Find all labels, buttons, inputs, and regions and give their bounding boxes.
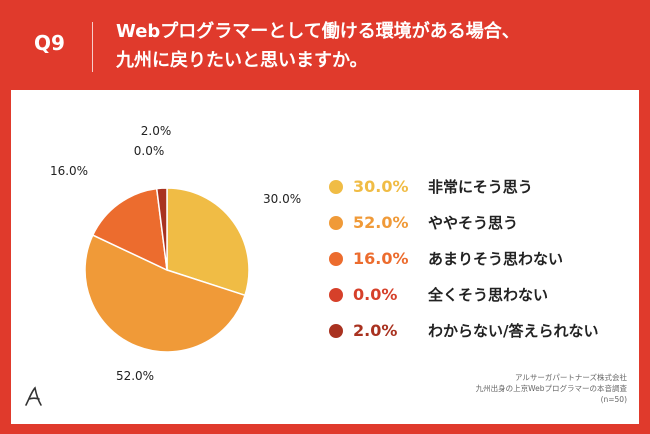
legend-item: 52.0% ややそう思う bbox=[329, 214, 629, 232]
legend-item: 0.0% 全くそう思わない bbox=[329, 286, 629, 304]
legend-swatch bbox=[329, 216, 343, 230]
legend-item: 2.0% わからない/答えられない bbox=[329, 322, 629, 340]
legend-percent: 2.0% bbox=[353, 321, 398, 340]
pie-slice bbox=[91, 187, 168, 272]
source-survey: 九州出身の上京Webプログラマーの本音調査 bbox=[475, 384, 627, 393]
legend-label: あまりそう思わない bbox=[428, 250, 564, 268]
legend-swatch bbox=[329, 180, 343, 194]
legend-swatch bbox=[329, 288, 343, 302]
company-logo bbox=[25, 386, 42, 406]
question-title-line-2: 九州に戻りたいと思いますか。 bbox=[116, 50, 368, 71]
legend-percent: 30.0% bbox=[353, 177, 409, 196]
legend-label: ややそう思う bbox=[428, 214, 519, 232]
legend-label: 非常にそう思う bbox=[428, 178, 533, 196]
question-number: Q9 bbox=[34, 31, 65, 55]
chart-panel: 30.0% 52.0% 16.0% 0.0% 2.0% 30.0% 非常にそう思う 52.0… bbox=[11, 90, 639, 424]
legend-item: 30.0% 非常にそう思う bbox=[329, 178, 629, 196]
source-sample-size: (n=50) bbox=[600, 395, 627, 404]
legend-percent: 16.0% bbox=[353, 249, 409, 268]
legend-percent: 52.0% bbox=[353, 213, 409, 232]
pie-slice-label: 16.0% bbox=[50, 164, 88, 178]
question-title: Webプログラマーとして働ける環境がある場合、 九州に戻りたいと思いますか。 bbox=[116, 17, 636, 75]
pie-slice-label: 2.0% bbox=[141, 124, 172, 138]
pie-chart: 30.0% 52.0% 16.0% 0.0% 2.0% bbox=[50, 124, 301, 383]
header-divider bbox=[92, 22, 93, 72]
pie-slice bbox=[84, 234, 246, 353]
legend-label: 全くそう思わない bbox=[428, 286, 549, 304]
question-header: Q9 Webプログラマーとして働ける環境がある場合、 九州に戻りたいと思いますか… bbox=[0, 0, 650, 90]
legend-percent: 0.0% bbox=[353, 285, 398, 304]
pie-slice-label: 52.0% bbox=[116, 369, 154, 383]
source-note: アルサーガパートナーズ株式会社 九州出身の上京Webプログラマーの本音調査 (n… bbox=[476, 372, 627, 405]
legend-label: わからない/答えられない bbox=[428, 322, 599, 340]
legend-item: 16.0% あまりそう思わない bbox=[329, 250, 629, 268]
chart-legend: 30.0% 非常にそう思う 52.0% ややそう思う 16.0% あまりそう思わない 0.0… bbox=[329, 178, 629, 358]
pie-slice bbox=[166, 187, 250, 297]
source-company: アルサーガパートナーズ株式会社 bbox=[514, 373, 627, 382]
legend-swatch bbox=[329, 252, 343, 266]
pie-slice bbox=[155, 187, 168, 271]
question-title-line-1: Webプログラマーとして働ける環境がある場合、 bbox=[116, 21, 520, 42]
pie-slice-label: 0.0% bbox=[134, 144, 165, 158]
pie-slice-label: 30.0% bbox=[263, 192, 301, 206]
legend-swatch bbox=[329, 324, 343, 338]
